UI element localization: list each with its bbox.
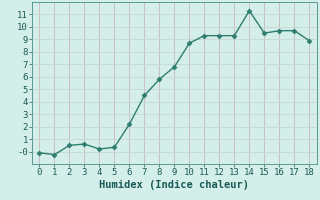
X-axis label: Humidex (Indice chaleur): Humidex (Indice chaleur) [100, 180, 249, 190]
